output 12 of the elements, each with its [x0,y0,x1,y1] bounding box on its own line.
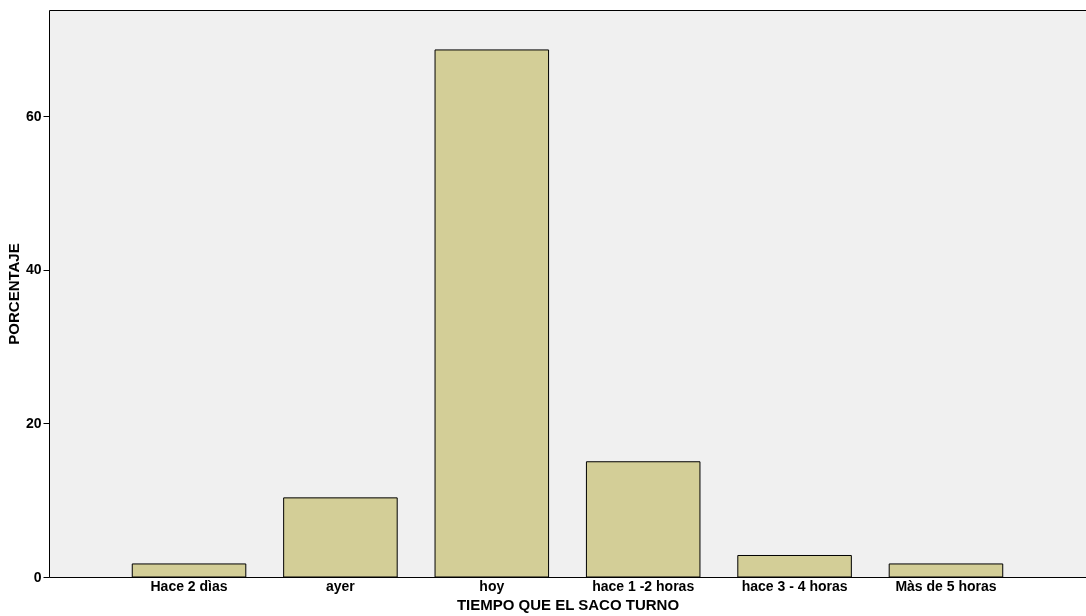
x-tick-label: hace 1 -2 horas [592,577,695,594]
y-tick-label: 20 [25,414,42,431]
y-axis-title: PORCENTAJE [4,243,22,345]
y-tick-label: 40 [25,261,42,278]
x-tick-label: Màs de 5 horas [895,577,997,594]
x-tick-label: hoy [479,577,505,594]
x-tick-label: Hace 2 dìas [150,577,228,594]
x-tick-label: hace 3 - 4 horas [741,577,848,594]
x-tick-label: ayer [326,577,356,594]
y-tick-label: 60 [25,107,42,124]
x-axis-title: TIEMPO QUE EL SACO TURNO [456,595,680,613]
y-tick-label: 0 [33,568,42,585]
